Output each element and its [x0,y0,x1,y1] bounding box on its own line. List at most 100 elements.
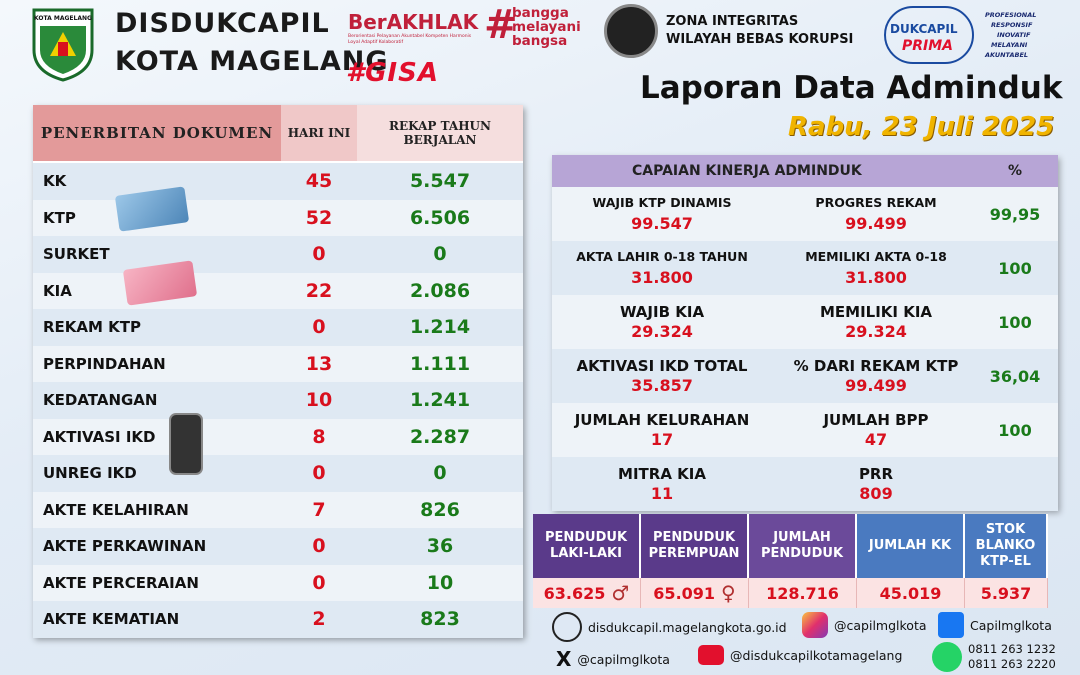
capaian-value-2: 29.324 [845,322,907,341]
col-header-penerbitan: PENERBITAN DOKUMEN [33,105,281,161]
today-count: 0 [312,316,326,339]
capaian-percent: 100 [998,313,1032,332]
kota-magelang-logo: KOTA MAGELANG [32,8,94,82]
capaian-label-2: % DARI REKAM KTP [793,357,959,375]
today-count: 7 [312,498,326,521]
prima-bottom-text: PRIMA [902,38,954,54]
capaian-body: WAJIB KTP DINAMIS 99.547 PROGRES REKAM 99.4… [552,187,1058,511]
facebook-link[interactable]: Capilmglkota [938,612,1052,638]
whatsapp-number-2: 0811 263 2220 [968,657,1056,671]
table-row: REKAM KTP 0 1.214 [33,309,523,346]
zona-integritas-line-1: ZONA INTEGRITAS [666,14,799,29]
gisa-logo: #GISA [346,58,439,88]
doc-name: SURKET [43,245,110,264]
capaian-row: WAJIB KIA 29.324 MEMILIKI KIA 29.324 100 [552,295,1058,349]
capaian-label-2: JUMLAH BPP [823,411,929,429]
population-header: STOK BLANKO KTP-EL [965,514,1048,578]
capaian-value-1: 11 [650,484,674,503]
capaian-value-1: 17 [650,430,674,449]
capaian-value-1: 99.547 [631,214,693,233]
capaian-label-2: PROGRES REKAM [815,195,937,210]
population-value: 45.019 [857,578,965,608]
svg-text:KOTA MAGELANG: KOTA MAGELANG [34,15,92,22]
capaian-label-1: WAJIB KIA [619,303,705,321]
capaian-percent: 100 [998,259,1032,278]
year-count: 36 [426,535,454,558]
capaian-kinerja-table: CAPAIAN KINERJA ADMINDUK % WAJIB KTP DIN… [552,155,1058,511]
capaian-label-2: MEMILIKI AKTA 0-18 [805,249,947,264]
whatsapp-numbers: 0811 263 1232 0811 263 2220 [968,642,1056,672]
year-count: 5.547 [409,170,471,193]
prima-motto: PROFESIONAL RESPONSIF INOVATIF MELAYANI AKUN… [985,11,1037,59]
capaian-label-1: WAJIB KTP DINAMIS [592,195,732,210]
year-count: 6.506 [409,206,471,229]
population-value-text: 5.937 [980,583,1032,603]
doc-name: KTP [43,208,76,227]
capaian-row: WAJIB KTP DINAMIS 99.547 PROGRES REKAM 99.4… [552,187,1058,241]
doc-name: AKTE PERKAWINAN [43,537,207,556]
instagram-link[interactable]: @capilmglkota [802,612,927,638]
population-value-text: 63.625 [543,583,606,603]
today-count: 52 [305,206,333,229]
berakhlak-subtitle: Berorientasi Pelayanan Akuntabel Kompete… [348,34,472,45]
capaian-value-2: 809 [859,484,893,503]
youtube-link[interactable]: @disdukcapilkotamagelang [698,645,902,665]
population-value-text: 128.716 [766,583,839,603]
today-count: 8 [312,425,326,448]
doc-name: PERPINDAHAN [43,354,166,373]
berakhlak-logo: BerAKHLAK [348,10,479,34]
population-header: JUMLAH KK [857,514,965,578]
capaian-label-1: JUMLAH KELURAHAN [574,411,750,429]
capaian-title: CAPAIAN KINERJA ADMINDUK [632,163,862,179]
year-count: 0 [433,243,447,266]
capaian-label-1: MITRA KIA [618,465,706,483]
today-count: 0 [312,243,326,266]
doc-name: AKTIVASI IKD [43,427,156,446]
population-header: JUMLAH PENDUDUK [749,514,857,578]
year-count: 2.287 [409,425,471,448]
doc-name: KK [43,172,67,191]
globe-icon [552,612,582,642]
capaian-label-1: AKTA LAHIR 0-18 TAHUN [576,249,748,264]
col-header-rekap: REKAP TAHUN BERJALAN [357,105,523,161]
population-header: PENDUDUK LAKI-LAKI [533,514,641,578]
female-icon: ♀ [721,581,736,605]
dukcapil-prima-logo [884,6,974,64]
instagram-icon [802,612,828,638]
capaian-percent: 100 [998,421,1032,440]
table-row: KTP 52 6.506 [33,199,523,236]
table-body: KK 45 5.547 KTP 52 6.506 SURKET 0 0 KIA 22 2.086 REK… [33,163,523,638]
table-row: AKTE PERCERAIAN 0 10 [33,564,523,601]
table-row: AKTE KEMATIAN 2 823 [33,601,523,638]
page-title: Laporan Data Adminduk [640,70,1063,106]
report-date: Rabu, 23 Juli 2025 [788,112,1055,142]
percent-header: % [1008,163,1023,179]
bangga-melayani-logo: bangga melayani bangsa [512,5,581,49]
year-count: 1.111 [409,352,471,375]
today-count: 0 [312,462,326,485]
capaian-value-2: 99.499 [845,214,907,233]
youtube-text: @disdukcapilkotamagelang [730,647,903,663]
whatsapp-number-1: 0811 263 1232 [968,642,1056,656]
x-link[interactable]: X @capilmglkota [556,647,670,671]
website-link[interactable]: disdukcapil.magelangkota.go.id [552,612,787,642]
today-count: 13 [305,352,333,375]
capaian-value-1: 29.324 [631,322,693,341]
capaian-percent: 36,04 [989,367,1041,386]
population-summary: PENDUDUK LAKI-LAKI 63.625 ♂ PENDUDUK PEREMP… [533,514,1048,608]
table-row: PERPINDAHAN 13 1.111 [33,345,523,382]
bangga-hash-icon: # [484,2,518,48]
year-count: 826 [420,498,460,521]
capaian-value-2: 99.499 [845,376,907,395]
table-row: KEDATANGAN 10 1.241 [33,382,523,419]
whatsapp-link[interactable]: 0811 263 1232 0811 263 2220 [932,642,1056,672]
year-count: 1.241 [409,389,471,412]
doc-name: UNREG IKD [43,464,137,483]
doc-name: AKTE KEMATIAN [43,610,180,629]
penerbitan-dokumen-table: PENERBITAN DOKUMEN HARI INI REKAP TAHUN … [33,105,523,638]
org-line-2: KOTA MAGELANG [115,46,389,77]
zona-integritas-line-2: WILAYAH BEBAS KORUPSI [666,32,854,47]
today-count: 22 [305,279,333,302]
year-count: 0 [433,462,447,485]
x-text: @capilmglkota [577,651,670,667]
